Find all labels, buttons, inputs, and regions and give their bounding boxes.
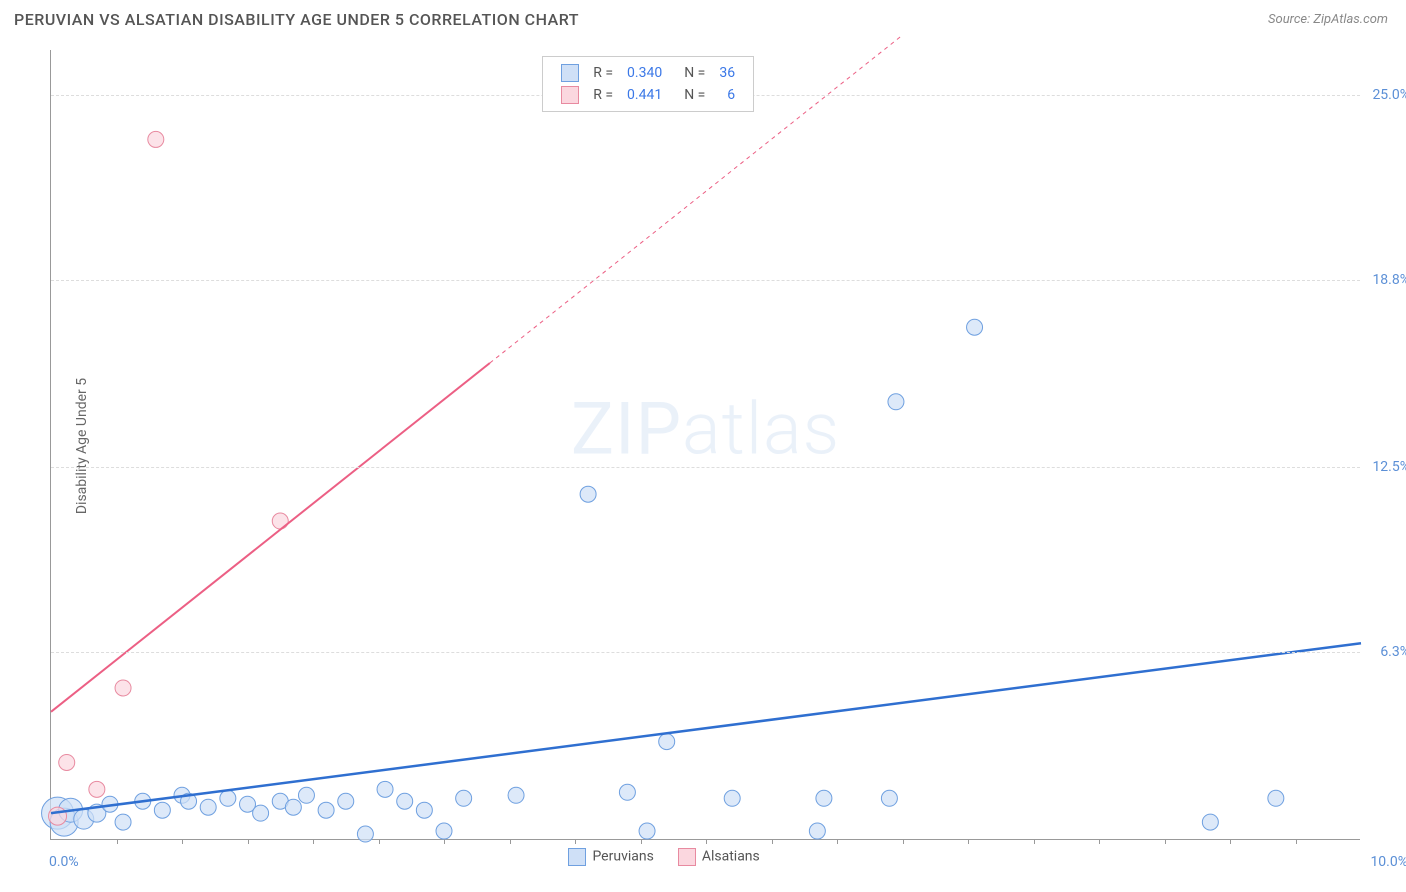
data-point (416, 802, 432, 818)
correlation-legend: R =0.340N =36R =0.441N =6 (542, 56, 754, 112)
x-tick-mark (379, 839, 380, 844)
x-max-label: 10.0% (1370, 854, 1406, 870)
data-point (619, 784, 635, 800)
x-tick-mark (837, 839, 838, 844)
trend-line (51, 363, 490, 712)
x-tick-mark (510, 839, 511, 844)
data-point (285, 799, 301, 815)
data-point (1202, 814, 1218, 830)
gridline (51, 652, 1360, 653)
x-tick-mark (968, 839, 969, 844)
x-tick-mark (1034, 839, 1035, 844)
data-point (397, 793, 413, 809)
data-point (659, 734, 675, 750)
data-point (59, 754, 75, 770)
data-point (154, 802, 170, 818)
data-point (508, 787, 524, 803)
x-tick-mark (772, 839, 773, 844)
data-point (724, 790, 740, 806)
data-point (115, 680, 131, 696)
data-point (115, 814, 131, 830)
plot-area: ZIPatlas 6.3%12.5%18.8%25.0%0.0%10.0%R =… (50, 50, 1360, 840)
data-point (881, 790, 897, 806)
scatter-svg (51, 50, 1360, 839)
data-point (200, 799, 216, 815)
x-tick-mark (575, 839, 576, 844)
data-point (580, 486, 596, 502)
y-tick-label: 25.0% (1365, 87, 1406, 103)
data-point (888, 394, 904, 410)
x-tick-mark (313, 839, 314, 844)
y-tick-label: 12.5% (1365, 459, 1406, 475)
x-min-label: 0.0% (49, 854, 79, 870)
chart-source: Source: ZipAtlas.com (1268, 12, 1388, 27)
data-point (272, 513, 288, 529)
x-tick-mark (182, 839, 183, 844)
trend-line (51, 643, 1361, 813)
data-point (377, 781, 393, 797)
data-point (318, 802, 334, 818)
chart-header: PERUVIAN VS ALSATIAN DISABILITY AGE UNDE… (0, 0, 1406, 39)
data-point (816, 790, 832, 806)
series-legend: Peruvians Alsatians (568, 848, 759, 866)
data-point (639, 823, 655, 839)
data-point (338, 793, 354, 809)
x-tick-mark (1099, 839, 1100, 844)
data-point (809, 823, 825, 839)
x-tick-mark (1230, 839, 1231, 844)
y-tick-label: 18.8% (1365, 272, 1406, 288)
data-point (89, 781, 105, 797)
data-point (967, 319, 983, 335)
data-point (1268, 790, 1284, 806)
gridline (51, 467, 1360, 468)
x-tick-mark (641, 839, 642, 844)
chart-title: PERUVIAN VS ALSATIAN DISABILITY AGE UNDE… (14, 10, 579, 29)
x-tick-mark (903, 839, 904, 844)
data-point (253, 805, 269, 821)
data-point (49, 807, 67, 825)
x-tick-mark (117, 839, 118, 844)
x-tick-mark (444, 839, 445, 844)
legend-item: Alsatians (678, 848, 760, 866)
x-tick-mark (706, 839, 707, 844)
data-point (298, 787, 314, 803)
x-tick-mark (248, 839, 249, 844)
gridline (51, 280, 1360, 281)
data-point (436, 823, 452, 839)
data-point (220, 790, 236, 806)
data-point (456, 790, 472, 806)
y-tick-label: 6.3% (1365, 644, 1406, 660)
data-point (357, 826, 373, 842)
data-point (148, 131, 164, 147)
legend-item: Peruvians (568, 848, 653, 866)
x-tick-mark (1165, 839, 1166, 844)
x-tick-mark (1296, 839, 1297, 844)
